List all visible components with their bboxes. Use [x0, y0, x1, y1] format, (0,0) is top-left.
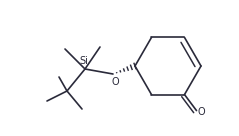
Text: O: O [198, 107, 205, 117]
Text: O: O [111, 77, 119, 87]
Text: Si: Si [80, 56, 88, 66]
